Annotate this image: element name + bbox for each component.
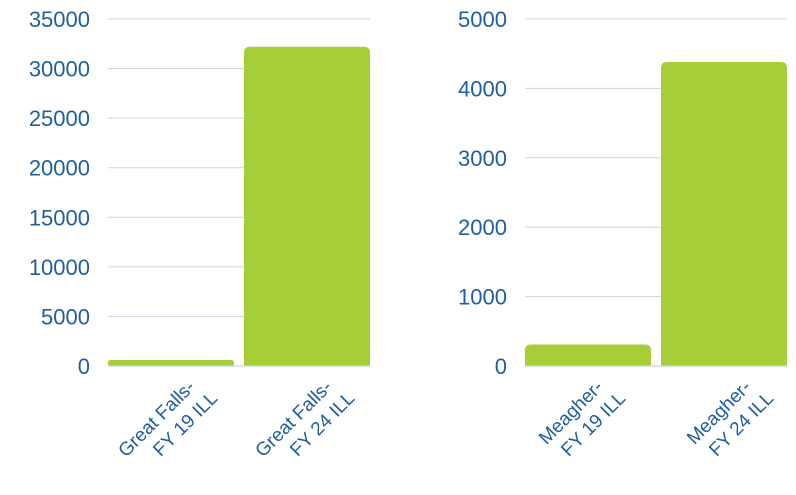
y-tick-label: 20000 [29,156,90,181]
chart-panel-1: 0 5000 10000 15000 20000 25000 30000 35000 Great… [29,7,370,479]
y-tick-label: 30000 [29,57,90,82]
y-tick-label: 25000 [29,106,90,131]
y-tick-label: 1000 [458,285,507,310]
y-tick-label: 15000 [29,205,90,230]
y-tick-label: 0 [495,354,507,379]
y-tick-label: 4000 [458,76,507,101]
x-category-label: Great Falls-FY 24 ILL [252,371,360,479]
bar [108,360,234,366]
x-category-label: Great Falls-FY 19 ILL [115,371,223,479]
x-category-label: Meagher-FY 19 ILL [535,371,630,466]
y-tick-label: 5000 [458,7,507,32]
y-tick-label: 5000 [41,304,90,329]
y-tick-label: 35000 [29,7,90,32]
chart-panel-2: 0 1000 2000 3000 4000 5000 Meagher-FY 19 ILL Me… [458,7,787,466]
y-tick-label: 2000 [458,215,507,240]
bar [244,46,370,366]
bar [661,62,787,366]
x-category-label: Meagher-FY 24 ILL [683,371,778,466]
y-tick-label: 10000 [29,255,90,280]
y-tick-label: 3000 [458,146,507,171]
bar [525,344,651,366]
y-tick-label: 0 [78,354,90,379]
